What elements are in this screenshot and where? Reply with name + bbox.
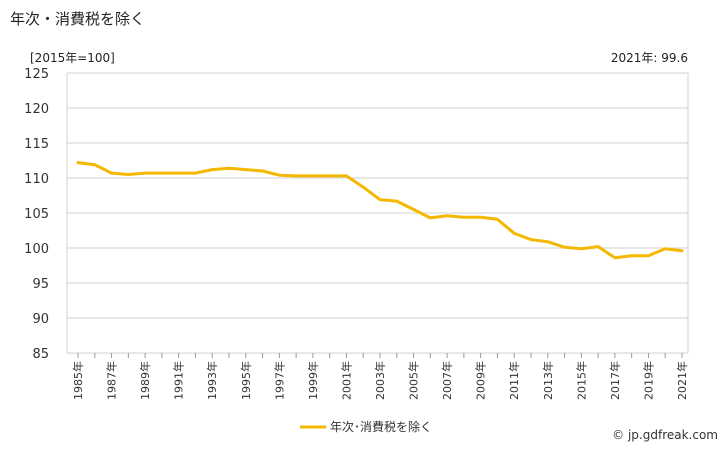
data-point [379,198,381,201]
series-line [76,161,684,260]
data-point [328,175,331,177]
y-tick-label-115: 115 [24,137,49,152]
data-point [211,168,214,171]
x-tick-label: 2009年 [474,361,488,400]
data-point [597,245,599,248]
y-tick-label-100: 100 [24,242,49,257]
x-tick-label: 2013年 [541,361,555,400]
data-point [244,168,247,171]
data-point [345,175,348,177]
data-point [194,172,197,174]
data-point [580,247,583,250]
data-point [362,186,365,188]
x-tick-label: 1985年 [71,361,85,400]
data-point [412,208,415,211]
x-tick-label: 2011年 [507,361,521,400]
unit-label: [2015年=100] [30,51,115,65]
x-tick-label: 1997年 [272,361,286,400]
data-point [479,216,482,218]
data-point [546,240,549,243]
chart-title: 年次・消費税を除く [10,10,146,28]
data-point [563,246,566,249]
data-point [161,172,163,174]
x-tick-label: 2021年 [675,361,689,400]
data-point [77,161,79,164]
data-point [664,247,667,250]
data-point [395,200,398,202]
x-tick-label: 1993年 [205,361,219,400]
x-axis-ticks: 1985年 1987年 1989年 1991年 1993年 1995年 1997年 1999年… [71,353,689,400]
data-point [278,174,281,176]
data-point [530,238,532,241]
grid-lines [66,72,689,354]
data-point [614,257,616,259]
latest-value-label: 2021年: 99.6 [610,51,688,65]
x-tick-label: 2019年 [641,361,655,400]
data-point [513,232,516,235]
y-tick-label-105: 105 [24,207,49,222]
y-axis-ticks: 85 90 95 100 105 110 115 120 125 [24,67,49,362]
data-point [228,167,230,169]
x-tick-label: 1995年 [239,361,253,400]
data-point [110,172,113,174]
source-credit: © jp.gdfreak.com [612,428,718,442]
x-tick-label: 1991年 [172,361,186,400]
x-tick-label: 1989年 [138,361,152,400]
data-point [496,218,499,221]
data-point [127,173,130,176]
data-point [177,172,180,174]
data-point [144,172,146,174]
y-tick-label-120: 120 [24,102,49,117]
data-point [630,254,633,257]
y-tick-label-90: 90 [32,312,49,327]
x-tick-label: 2015年 [574,361,588,400]
series-layer [76,161,684,260]
data-point [647,254,650,257]
legend-label: 年次･消費税を除く [330,419,432,434]
legend: 年次･消費税を除く [300,419,432,434]
x-tick-label: 2005年 [407,361,421,400]
x-tick-label: 2003年 [373,361,387,400]
y-tick-label-85: 85 [32,347,49,362]
data-point [93,163,96,166]
data-point [295,175,297,177]
data-point [463,216,465,218]
x-tick-label: 2007年 [440,361,454,400]
data-point [429,217,432,219]
data-point [681,250,683,252]
data-point [446,215,448,217]
y-tick-label-95: 95 [32,277,49,292]
y-tick-label-110: 110 [24,172,49,187]
x-tick-label: 1987年 [105,361,119,400]
y-tick-label-125: 125 [24,67,49,82]
data-point [261,170,264,172]
x-tick-label: 2001年 [339,361,353,400]
x-tick-label: 2017年 [608,361,622,400]
data-point [312,175,314,177]
x-tick-label: 1999年 [306,361,320,400]
